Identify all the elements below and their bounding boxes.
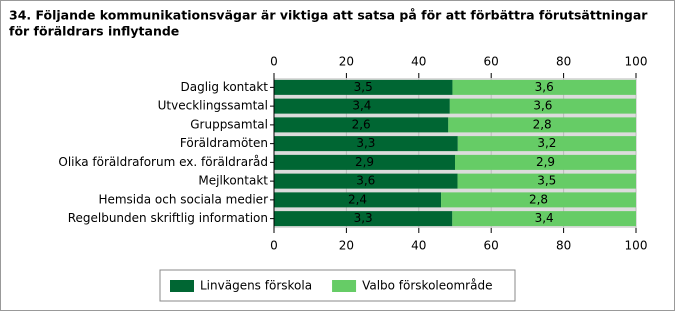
- x-tick-label: 60: [484, 55, 499, 69]
- data-label: 3,4: [352, 99, 371, 113]
- data-label: 2,9: [355, 155, 374, 169]
- x-tick-label: 40: [411, 239, 426, 253]
- data-label: 3,6: [356, 174, 375, 188]
- y-tick-label: Daglig kontakt: [181, 80, 269, 94]
- y-tick-label: Mejlkontakt: [198, 174, 268, 188]
- chart-title: för föräldrars inflytande: [9, 24, 179, 39]
- bar: [274, 173, 458, 189]
- bar: [274, 98, 450, 114]
- bar: [448, 117, 636, 133]
- bar: [274, 79, 453, 95]
- x-tick-label: 20: [339, 239, 354, 253]
- bar: [274, 136, 458, 152]
- bar: [449, 98, 636, 114]
- legend-box: [159, 269, 516, 302]
- bar: [274, 211, 453, 227]
- data-label: 2,9: [536, 155, 555, 169]
- data-label: 2,8: [529, 192, 548, 206]
- x-tick-label: 0: [270, 239, 278, 253]
- data-label: 3,3: [354, 211, 373, 225]
- bar: [457, 136, 636, 152]
- bar: [452, 211, 636, 227]
- data-label: 3,6: [535, 80, 554, 94]
- y-tick-label: Föräldramöten: [180, 136, 268, 150]
- y-tick-label: Olika föräldraforum ex. föräldraråd: [58, 155, 268, 169]
- bar: [274, 117, 449, 133]
- data-label: 3,5: [354, 80, 373, 94]
- y-tick-label: Hemsida och sociala medier: [98, 192, 268, 206]
- x-tick-label: 100: [625, 55, 648, 69]
- legend-swatch: [170, 280, 194, 292]
- data-label: 2,4: [348, 192, 367, 206]
- x-tick-label: 0: [270, 55, 278, 69]
- bar: [441, 192, 636, 208]
- x-tick-label: 40: [411, 55, 426, 69]
- data-label: 3,3: [356, 136, 375, 150]
- bar: [455, 154, 636, 170]
- legend-label: Valbo förskoleområde: [362, 279, 492, 293]
- x-tick-label: 60: [484, 239, 499, 253]
- bar: [274, 192, 442, 208]
- y-tick-label: Utvecklingssamtal: [158, 99, 268, 113]
- data-label: 2,6: [352, 117, 371, 131]
- data-label: 3,6: [533, 99, 552, 113]
- bar: [457, 173, 636, 189]
- y-tick-label: Gruppsamtal: [190, 117, 268, 131]
- x-tick-label: 100: [625, 239, 648, 253]
- bar: [452, 79, 636, 95]
- x-tick-label: 80: [556, 55, 571, 69]
- data-label: 3,5: [537, 174, 556, 188]
- data-label: 3,4: [535, 211, 554, 225]
- data-label: 3,2: [537, 136, 556, 150]
- chart-title: 34. Följande kommunikationsvägar är vikt…: [9, 8, 648, 23]
- legend-label: Linvägens förskola: [200, 279, 312, 293]
- data-label: 2,8: [533, 117, 552, 131]
- legend-swatch: [332, 280, 357, 292]
- y-tick-label: Regelbunden skriftlig information: [68, 211, 268, 225]
- x-tick-label: 80: [556, 239, 571, 253]
- x-tick-label: 20: [339, 55, 354, 69]
- bar: [274, 154, 455, 170]
